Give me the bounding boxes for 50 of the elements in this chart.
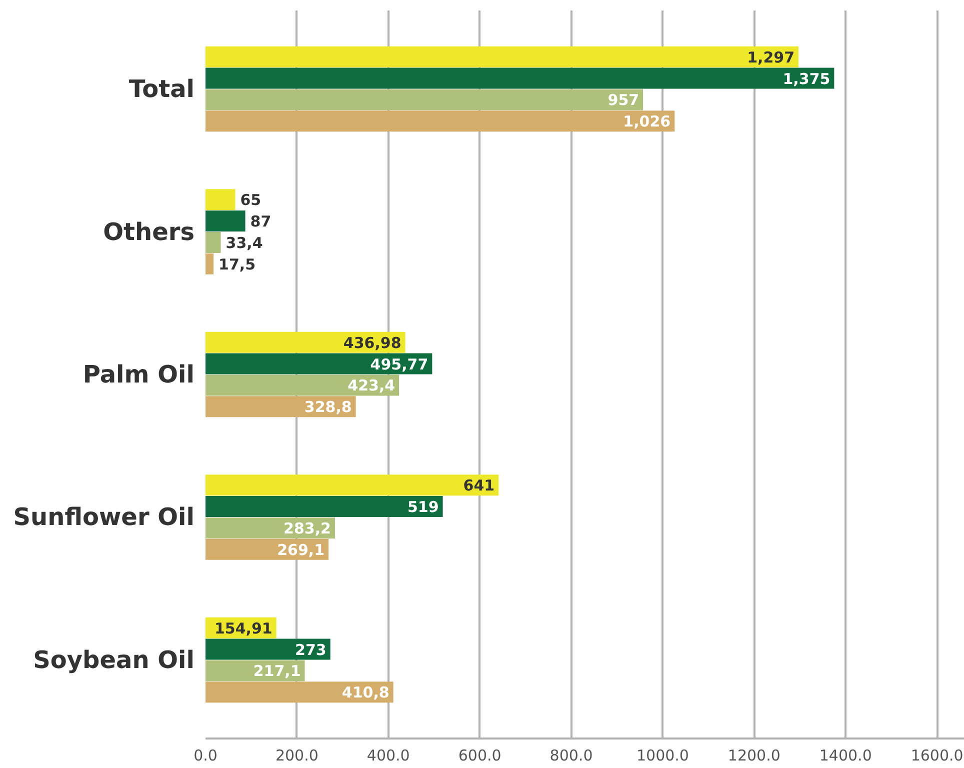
data-label: 65 — [240, 191, 262, 210]
data-label: 957 — [608, 91, 640, 110]
x-tick-label: 1000.0 — [636, 746, 689, 764]
x-tick-label: 1600.0 — [910, 746, 964, 764]
x-tick-label: 400.0 — [366, 746, 410, 764]
bar — [206, 68, 834, 89]
bar — [206, 396, 356, 418]
bar — [206, 638, 330, 660]
data-label: 641 — [463, 476, 495, 495]
y-tick-label: Palm Oil — [82, 360, 195, 388]
data-label: 495,77 — [370, 355, 428, 374]
y-tick-label: Sunflower Oil — [13, 503, 195, 532]
data-label: 87 — [250, 212, 272, 231]
x-tick-label: 1400.0 — [819, 746, 872, 764]
y-tick-label: Others — [103, 218, 194, 246]
bar — [206, 496, 443, 518]
data-label: 436,98 — [343, 334, 402, 352]
data-label: 269,1 — [277, 540, 325, 559]
x-tick-label: 0.0 — [194, 746, 218, 764]
bar — [206, 474, 499, 496]
bar — [206, 210, 246, 232]
bar — [206, 89, 644, 110]
data-label: 1,375 — [782, 70, 830, 88]
x-tick-label: 600.0 — [458, 746, 502, 764]
y-tick-label: Total — [128, 75, 195, 104]
y-tick-label: Soybean Oil — [33, 646, 195, 674]
bar — [206, 374, 400, 396]
bar — [206, 232, 221, 253]
data-label: 17,5 — [218, 255, 256, 274]
data-label: 273 — [295, 640, 326, 659]
data-label: 328,8 — [304, 398, 352, 416]
x-tick-label: 800.0 — [550, 746, 593, 764]
x-tick-label: 200.0 — [275, 746, 318, 764]
x-tick-label: 1200.0 — [728, 746, 780, 764]
bar — [206, 189, 236, 210]
data-label: 519 — [407, 498, 439, 516]
bar — [206, 682, 394, 703]
bar — [206, 253, 214, 274]
data-label: 283,2 — [284, 519, 331, 538]
bar — [206, 46, 799, 68]
data-label: 33,4 — [226, 234, 263, 252]
data-label: 1,026 — [623, 112, 671, 131]
data-label: 217,1 — [253, 662, 301, 680]
data-label: 410,8 — [342, 684, 390, 702]
data-label: 423,4 — [348, 376, 396, 395]
data-label: 154,91 — [214, 619, 272, 638]
bar — [206, 353, 432, 374]
bar — [206, 110, 675, 132]
bar — [206, 332, 406, 353]
data-label: 1,297 — [747, 48, 795, 66]
